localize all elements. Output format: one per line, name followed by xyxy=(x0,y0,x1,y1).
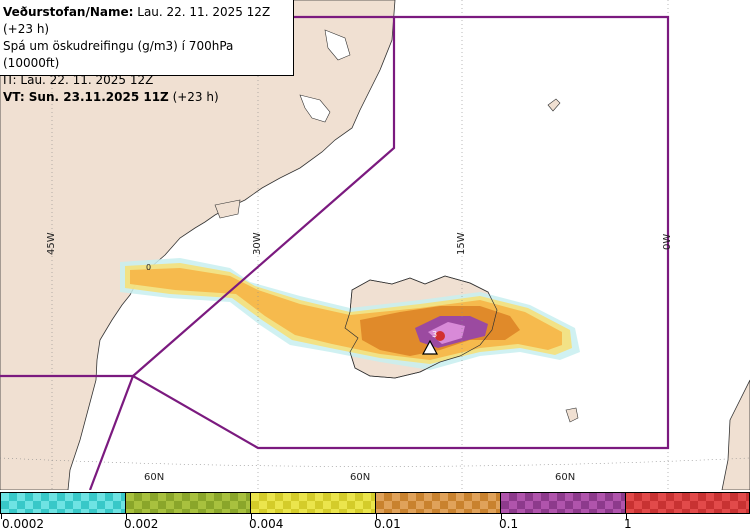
legend-swatch-2 xyxy=(125,492,251,514)
info-valid-time: VT: Sun. 23.11.2025 11Z xyxy=(3,90,169,104)
lon-label-0w: 0W xyxy=(662,233,673,250)
lat-label-60n-c: 60N xyxy=(555,472,576,483)
concentration-legend: 0.0002 0.002 0.004 0.01 0.1 1 xyxy=(0,490,750,532)
legend-tick-4: 0.1 xyxy=(499,517,519,531)
info-line-1: Veðurstofan/Name: Lau. 22. 11. 2025 12Z … xyxy=(3,4,293,38)
ash-forecast-map xyxy=(0,0,750,490)
legend-tick-2: 0.004 xyxy=(249,517,284,531)
info-agency-label: Veðurstofan/Name: xyxy=(3,5,134,19)
legend-tick-1: 0.002 xyxy=(124,517,159,531)
fir-boundary xyxy=(0,15,670,490)
legend-swatch-6 xyxy=(625,492,750,514)
legend-swatch-1 xyxy=(0,492,126,514)
legend-swatch-4 xyxy=(375,492,501,514)
forecast-info-box: Veðurstofan/Name: Lau. 22. 11. 2025 12Z … xyxy=(0,0,294,104)
lon-label-15w: 15W xyxy=(456,232,467,255)
info-run-time: Lau. 22. 11. 2025 12Z (+23 h) xyxy=(3,5,271,36)
triangle-warning-icon xyxy=(421,339,439,355)
lon-label-45w: 45W xyxy=(46,232,57,255)
plume-zero-label: 0 xyxy=(146,263,152,272)
legend-swatch-5 xyxy=(500,492,626,514)
legend-tick-3: 0.01 xyxy=(374,517,401,531)
info-line-3: IT: Lau. 22. 11. 2025 12Z xyxy=(3,73,154,87)
plume-three-label: 3 xyxy=(432,330,438,339)
greenland-landmass xyxy=(0,0,396,490)
info-valid-offset: (+23 h) xyxy=(168,90,219,104)
info-line-4: VT: Sun. 23.11.2025 11Z (+23 h) xyxy=(3,89,293,106)
lon-label-30w: 30W xyxy=(252,232,263,255)
info-line-2: Spá um öskudreifingu (g/m3) í 700hPa (10… xyxy=(3,39,234,70)
lat-label-60n-a: 60N xyxy=(144,472,165,483)
lat-label-60n-b: 60N xyxy=(350,472,371,483)
legend-swatch-3 xyxy=(250,492,376,514)
legend-tick-5: 1 xyxy=(624,517,632,531)
legend-tick-0: 0.0002 xyxy=(2,517,44,531)
